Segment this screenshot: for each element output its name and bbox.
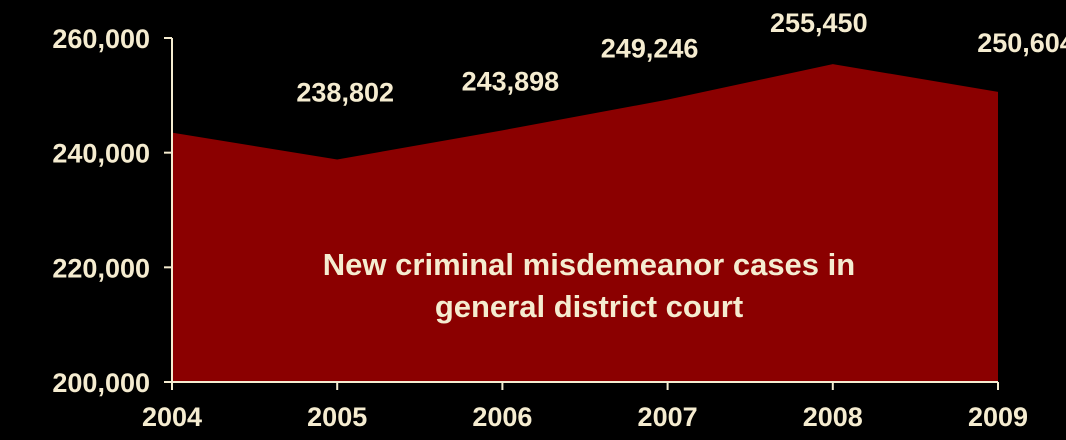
data-label: 243,898 <box>462 66 560 96</box>
y-tick-label: 240,000 <box>52 139 150 169</box>
area-annotation-line: general district court <box>435 289 743 324</box>
x-tick-label: 2008 <box>803 402 863 432</box>
area-series-0 <box>172 64 998 382</box>
data-label: 249,246 <box>601 34 699 64</box>
x-tick-label: 2005 <box>307 402 367 432</box>
y-tick-label: 220,000 <box>52 253 150 283</box>
x-tick-label: 2006 <box>472 402 532 432</box>
data-label: 255,450 <box>770 8 868 38</box>
y-tick-label: 200,000 <box>52 368 150 398</box>
x-tick-label: 2009 <box>968 402 1028 432</box>
area-annotation-line: New criminal misdemeanor cases in <box>323 247 855 282</box>
x-tick-label: 2007 <box>638 402 698 432</box>
y-tick-label: 260,000 <box>52 24 150 54</box>
x-tick-label: 2004 <box>142 402 202 432</box>
data-label: 238,802 <box>296 78 394 108</box>
data-label: 250,604 <box>977 28 1066 58</box>
